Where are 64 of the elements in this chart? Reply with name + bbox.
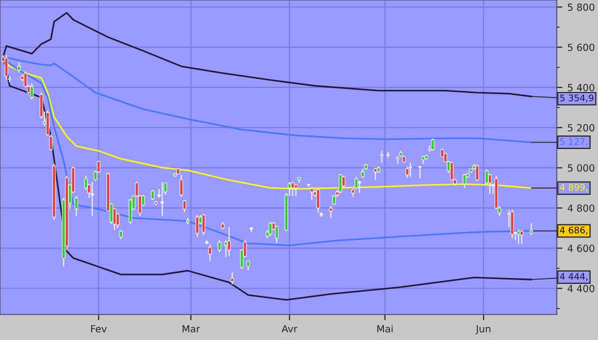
candlestick bbox=[202, 213, 206, 236]
candlestick bbox=[230, 272, 234, 285]
x-tick-label: Mar bbox=[182, 325, 200, 332]
x-tick-label: Avr bbox=[282, 325, 298, 332]
y-tick-label: 5 200 bbox=[568, 124, 594, 132]
candlestick bbox=[30, 82, 34, 100]
candlestick bbox=[17, 62, 21, 73]
candlestick bbox=[406, 166, 409, 178]
candlestick bbox=[360, 168, 364, 178]
candlestick bbox=[112, 207, 116, 231]
candlestick bbox=[488, 173, 492, 194]
candlestick bbox=[358, 180, 362, 194]
candlestick bbox=[90, 181, 94, 217]
candlestick bbox=[310, 186, 314, 201]
candlestick bbox=[116, 212, 120, 229]
candlestick bbox=[354, 176, 358, 190]
y-tick-label: 4 400 bbox=[568, 284, 594, 292]
candlestick bbox=[374, 167, 378, 180]
candlestick bbox=[475, 164, 479, 182]
candlestick bbox=[119, 230, 123, 240]
annotation: 5 127, bbox=[560, 138, 588, 146]
x-tick-label: Jun bbox=[475, 325, 490, 334]
candlestick bbox=[316, 188, 320, 214]
candlestick bbox=[275, 226, 278, 244]
candlestick bbox=[462, 173, 466, 188]
y-tick-label: 5 800 bbox=[568, 4, 594, 11]
annotation: 4 444, bbox=[560, 273, 588, 281]
x-tick-label: Fev bbox=[91, 325, 107, 332]
candlestick bbox=[218, 240, 222, 253]
candlestick bbox=[520, 230, 524, 245]
x-tick-label: Mai bbox=[377, 324, 393, 332]
y-tick-label: 4 600 bbox=[568, 244, 594, 252]
candlestick bbox=[342, 175, 346, 188]
candlestick bbox=[182, 199, 186, 213]
candlestick bbox=[408, 162, 412, 178]
candlestick bbox=[224, 240, 228, 258]
y-tick-label: 5 000 bbox=[568, 164, 594, 172]
candlestick bbox=[246, 260, 250, 271]
candlestick bbox=[338, 173, 342, 194]
candlestick bbox=[430, 138, 434, 152]
candlestick bbox=[180, 174, 184, 198]
candlestick bbox=[160, 181, 164, 217]
candlestick bbox=[268, 222, 272, 237]
y-tick-label: 4 800 bbox=[568, 204, 594, 212]
candlestick bbox=[294, 183, 298, 196]
candlestick bbox=[510, 209, 514, 239]
y-tick-label: 5 400 bbox=[568, 84, 594, 92]
candlestick bbox=[208, 244, 212, 262]
candlestick bbox=[150, 189, 154, 201]
candlestick bbox=[332, 194, 336, 206]
annotation: 4 686, bbox=[560, 226, 588, 234]
annotation: 4 899, bbox=[560, 184, 588, 192]
candlestick bbox=[418, 165, 422, 180]
candlestick bbox=[196, 214, 199, 238]
candlestick bbox=[74, 195, 78, 217]
annotation: 5 354,9 bbox=[560, 94, 594, 102]
candlestick bbox=[128, 198, 132, 225]
candlestick bbox=[227, 226, 231, 257]
candlestick bbox=[380, 150, 384, 164]
candlestick bbox=[4, 54, 8, 80]
y-tick-label: 5 600 bbox=[568, 44, 594, 52]
candlestick bbox=[290, 181, 294, 196]
candlestick bbox=[530, 222, 533, 236]
candlestick bbox=[329, 205, 333, 219]
